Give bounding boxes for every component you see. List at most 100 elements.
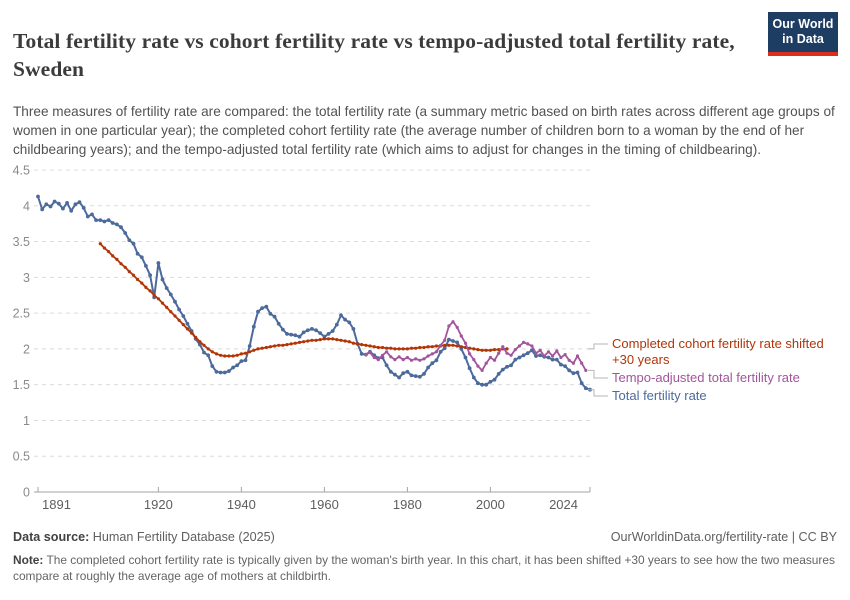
data-point bbox=[273, 344, 277, 348]
y-tick-label: 4.5 bbox=[13, 164, 30, 178]
data-point bbox=[401, 371, 406, 376]
legend-item-2[interactable]: Total fertility rate bbox=[612, 388, 850, 404]
data-point bbox=[583, 386, 588, 391]
data-point bbox=[455, 340, 460, 345]
data-point bbox=[173, 314, 177, 318]
data-point bbox=[343, 339, 347, 343]
data-point bbox=[127, 270, 131, 274]
data-point bbox=[368, 344, 372, 348]
data-point bbox=[463, 355, 468, 360]
data-point bbox=[293, 341, 297, 345]
data-point bbox=[447, 343, 451, 347]
data-point bbox=[256, 309, 260, 314]
data-point bbox=[185, 327, 189, 331]
data-point bbox=[480, 382, 484, 387]
data-point bbox=[455, 344, 459, 348]
data-point bbox=[364, 353, 368, 357]
data-point bbox=[285, 332, 289, 336]
data-point bbox=[505, 351, 509, 355]
data-point bbox=[405, 355, 409, 360]
data-point bbox=[168, 292, 173, 297]
data-point bbox=[260, 306, 264, 310]
data-point bbox=[277, 343, 281, 347]
data-point bbox=[81, 206, 86, 210]
data-point bbox=[247, 344, 252, 348]
data-point bbox=[422, 357, 426, 361]
x-tick-label: 1940 bbox=[227, 497, 256, 512]
data-point bbox=[90, 212, 94, 217]
owid-url-link[interactable]: OurWorldinData.org/fertility-rate | CC B… bbox=[610, 530, 837, 544]
data-point bbox=[476, 381, 480, 386]
data-point bbox=[144, 285, 148, 289]
data-point bbox=[115, 257, 119, 261]
data-point bbox=[136, 277, 140, 282]
y-tick-label: 1 bbox=[23, 414, 30, 428]
owid-logo-line1: Our World bbox=[772, 17, 834, 31]
legend-label: Tempo-adjusted total fertility rate bbox=[612, 370, 800, 385]
legend-item-0[interactable]: Completed cohort fertility rate shifted +… bbox=[612, 336, 850, 368]
data-point bbox=[438, 349, 443, 354]
data-point bbox=[439, 343, 443, 347]
chart-subtitle: Three measures of fertility rate are com… bbox=[13, 103, 835, 157]
data-point bbox=[251, 324, 256, 329]
data-point bbox=[546, 350, 551, 354]
data-point bbox=[156, 297, 160, 301]
data-point bbox=[264, 345, 268, 350]
x-tick-label: 2000 bbox=[476, 497, 505, 512]
data-point bbox=[430, 361, 435, 366]
data-point bbox=[318, 338, 322, 342]
data-point bbox=[330, 329, 335, 333]
data-point bbox=[451, 320, 455, 324]
data-point bbox=[579, 381, 584, 386]
data-point bbox=[472, 347, 476, 351]
y-tick-label: 2 bbox=[23, 342, 30, 356]
series-line-1[interactable] bbox=[99, 242, 508, 357]
data-point bbox=[326, 337, 331, 341]
data-point bbox=[181, 314, 186, 318]
data-point bbox=[181, 323, 185, 327]
data-point bbox=[156, 261, 161, 265]
data-point bbox=[388, 369, 393, 374]
series-line-2[interactable] bbox=[364, 320, 587, 372]
data-point bbox=[285, 343, 289, 347]
data-point bbox=[231, 354, 235, 358]
data-point bbox=[525, 351, 530, 356]
data-point bbox=[268, 311, 273, 316]
data-point bbox=[488, 379, 493, 384]
data-point bbox=[331, 337, 335, 341]
data-point bbox=[264, 304, 269, 309]
data-point bbox=[164, 286, 169, 290]
data-point bbox=[77, 200, 82, 205]
data-point bbox=[227, 354, 231, 358]
data-point bbox=[231, 365, 236, 370]
data-point bbox=[443, 343, 447, 347]
owid-logo[interactable]: Our World in Data bbox=[768, 12, 838, 56]
x-tick-label: 1891 bbox=[42, 497, 71, 512]
data-point bbox=[106, 218, 111, 223]
data-point bbox=[459, 334, 463, 338]
data-point bbox=[148, 289, 152, 293]
data-point bbox=[289, 342, 293, 346]
data-point bbox=[98, 218, 103, 223]
y-tick-label: 0.5 bbox=[13, 450, 30, 464]
data-point bbox=[185, 321, 190, 326]
data-point bbox=[131, 273, 136, 277]
data-point bbox=[480, 368, 484, 372]
data-point bbox=[347, 320, 352, 325]
data-point bbox=[468, 346, 472, 350]
data-point bbox=[517, 344, 522, 348]
data-point bbox=[260, 346, 264, 350]
y-tick-label: 3 bbox=[23, 271, 30, 285]
note-label: Note: bbox=[13, 553, 44, 567]
legend-connector bbox=[588, 343, 608, 350]
data-point bbox=[380, 345, 385, 350]
legend-item-1[interactable]: Tempo-adjusted total fertility rate bbox=[612, 370, 850, 386]
data-point bbox=[310, 338, 314, 342]
data-point bbox=[476, 348, 480, 352]
y-tick-label: 1.5 bbox=[13, 378, 30, 392]
data-point bbox=[563, 364, 567, 368]
data-point bbox=[534, 354, 538, 358]
data-point bbox=[409, 346, 414, 350]
data-point bbox=[501, 345, 505, 349]
data-point bbox=[276, 321, 281, 326]
